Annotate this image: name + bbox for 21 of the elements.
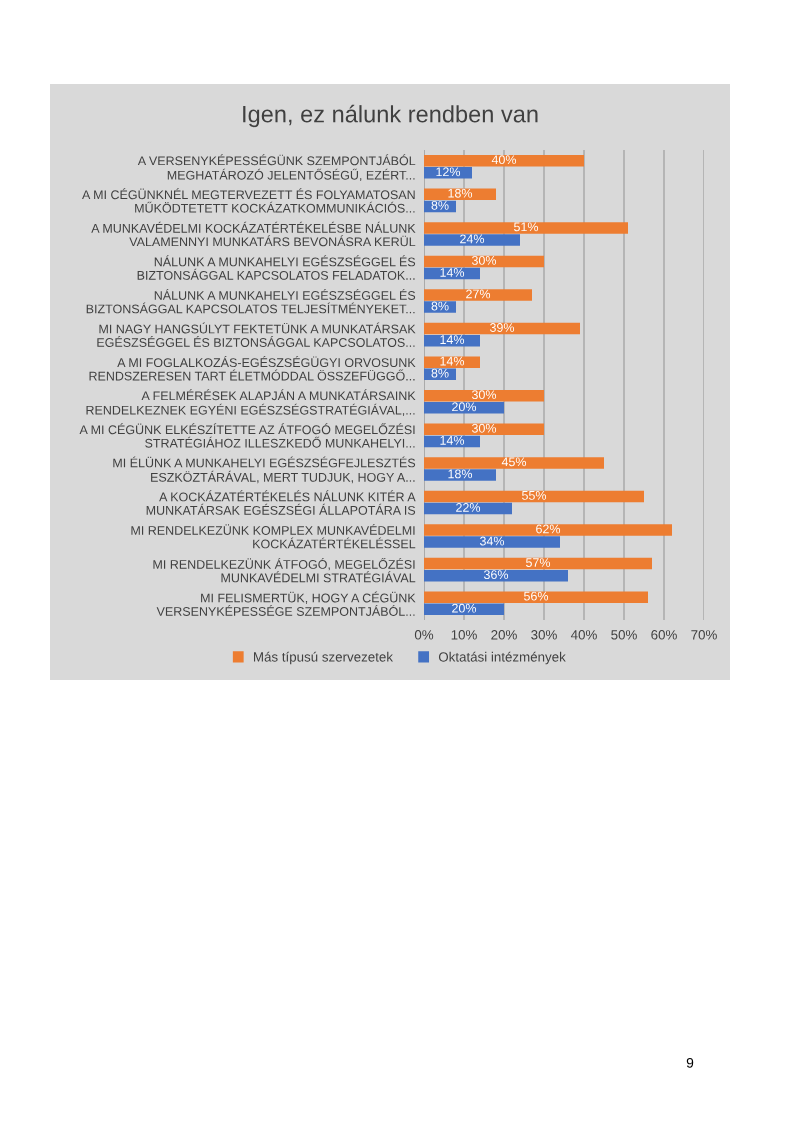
bar <box>424 390 544 402</box>
bar <box>424 234 520 246</box>
bar <box>424 222 628 234</box>
bar <box>424 167 472 179</box>
bar <box>424 524 672 536</box>
bar <box>424 536 560 548</box>
bar <box>424 322 580 335</box>
bar <box>424 569 568 582</box>
bar <box>424 289 532 301</box>
bar <box>424 155 584 167</box>
bar <box>424 423 544 436</box>
bar <box>424 255 544 268</box>
bar <box>424 356 480 368</box>
bar <box>424 490 644 503</box>
bar <box>424 591 648 603</box>
bar <box>424 301 456 313</box>
bar <box>424 457 604 469</box>
bar <box>424 557 652 570</box>
bar <box>424 469 496 481</box>
bar <box>424 402 504 414</box>
chart-title: Igen, ez nálunk rendben van <box>243 104 538 128</box>
